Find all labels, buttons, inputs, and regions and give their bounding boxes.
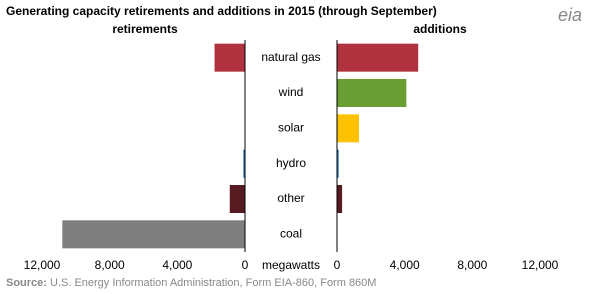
left-panel-title: retirements xyxy=(112,22,178,36)
category-label: natural gas xyxy=(261,50,320,64)
category-label: coal xyxy=(280,227,302,241)
logo: eia xyxy=(558,5,582,25)
x-tick-label: 8,000 xyxy=(95,258,125,272)
category-label: solar xyxy=(278,121,304,135)
category-label: wind xyxy=(278,85,304,99)
x-axis-label: megawatts xyxy=(262,258,320,272)
x-tick-label: 4,000 xyxy=(162,258,192,272)
right-panel-title: additions xyxy=(413,22,467,36)
category-label: hydro xyxy=(276,156,306,170)
chart-title: Generating capacity retirements and addi… xyxy=(6,4,437,18)
source-label: Source: xyxy=(6,277,47,289)
bar xyxy=(337,43,419,72)
bar xyxy=(337,149,339,178)
bar xyxy=(337,79,407,107)
x-tick-label: 0 xyxy=(334,258,341,272)
bar xyxy=(62,220,245,249)
bar xyxy=(214,43,245,72)
source: U.S. Energy Information Administration, … xyxy=(50,277,376,289)
x-tick-label: 12,000 xyxy=(522,258,559,272)
bar xyxy=(337,185,343,213)
bar xyxy=(243,149,245,178)
bar xyxy=(229,185,245,213)
x-tick-label: 4,000 xyxy=(390,258,420,272)
x-tick-label: 8,000 xyxy=(457,258,487,272)
bar xyxy=(337,114,359,143)
x-tick-label: 0 xyxy=(242,258,249,272)
x-tick-label: 12,000 xyxy=(24,258,61,272)
category-label: other xyxy=(277,191,304,205)
